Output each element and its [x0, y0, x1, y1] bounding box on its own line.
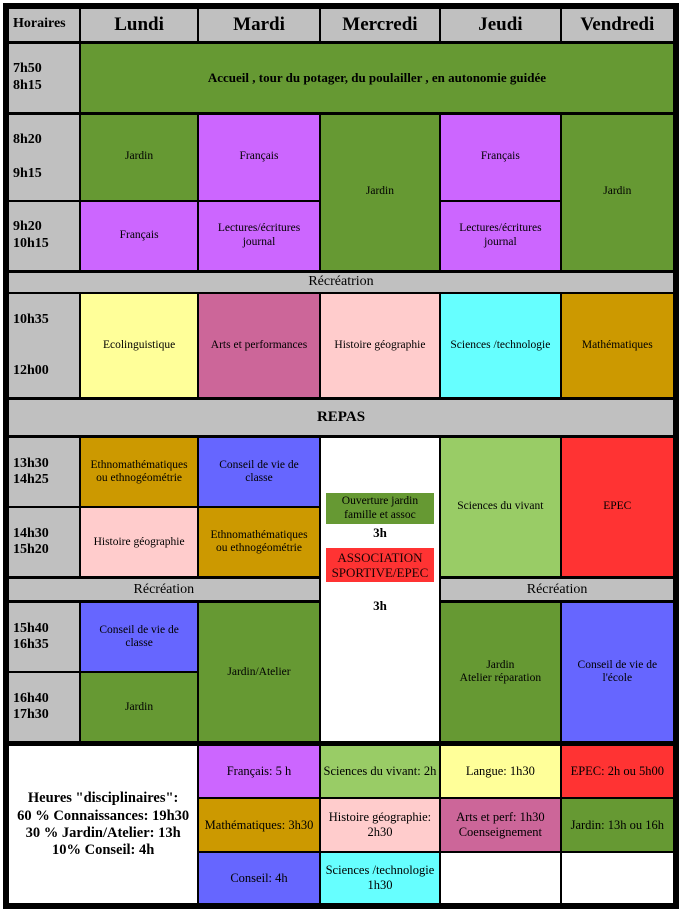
- time-slot-1035: 10h35 12h00: [5, 292, 81, 400]
- row-totaux-1: Heures "disciplinaires": 60 % Connaissan…: [4, 741, 678, 907]
- col-header-mercredi: Mercredi: [318, 5, 442, 43]
- row-recreation-apresmidi: Récréation Récréation: [5, 576, 677, 603]
- total-arts: Arts et perf: 1h30 Coenseignement: [439, 796, 562, 853]
- cell-lundi-jardin-soir: Jardin: [78, 671, 200, 745]
- cell-heures-disciplinaires: Heures "disciplinaires": 60 % Connaissan…: [4, 741, 200, 907]
- time-end: 9h15: [13, 165, 42, 181]
- time-slot-1540: 15h40 16h35: [5, 600, 81, 674]
- time-start: 10h35: [13, 311, 49, 327]
- cell-mardi-jardin-atelier: Jardin/Atelier: [197, 600, 321, 745]
- total-sciences-vivant: Sciences du vivant: 2h: [318, 741, 442, 799]
- time-start: 15h40: [13, 620, 49, 636]
- row-1035: 10h35 12h00 Ecolinguistique Arts et perfo…: [5, 292, 678, 400]
- total-conseil: Conseil: 4h: [197, 850, 321, 907]
- row-recreation-matin: Récréatrion: [5, 269, 677, 295]
- cell-lundi-jardin-matin: Jardin: [78, 111, 200, 202]
- time-slot-1330: 13h30 14h25: [5, 435, 81, 509]
- cell-jeudi-francais: Français: [439, 111, 562, 202]
- col-header-jeudi: Jeudi: [439, 5, 562, 43]
- cell-vendredi-conseil-ecole: Conseil de vie de l'école: [559, 600, 678, 745]
- total-histoire-geo: Histoire géographie: 2h30: [318, 796, 442, 853]
- cell-empty-1: [439, 850, 562, 907]
- header-row: Horaires Lundi Mardi Mercredi Jeudi Vend…: [5, 5, 678, 43]
- time-start: 8h20: [13, 132, 42, 148]
- cell-mardi-arts: Arts et performances: [197, 292, 321, 400]
- time-end: 12h00: [13, 363, 49, 379]
- label-ouverture-duree: 3h: [373, 525, 387, 541]
- cell-mardi-ethno: Ethnomathématiques ou ethnogéométrie: [197, 506, 321, 579]
- label-association-duree: 3h: [373, 598, 387, 614]
- cell-lundi-ethno: Ethnomathématiques ou ethnogéométrie: [78, 435, 200, 509]
- time-start: 9h20: [13, 219, 42, 235]
- cell-accueil: Accueil , tour du potager, du poulailler…: [78, 40, 678, 115]
- cell-mardi-francais: Français: [197, 111, 321, 202]
- cell-lundi-histoire-geo: Histoire géographie: [78, 506, 200, 579]
- row-1430: 14h30 15h20 Histoire géographie Ethnomath…: [5, 506, 676, 579]
- time-start: 7h50: [13, 61, 42, 77]
- cell-mardi-conseil-classe: Conseil de vie de classe: [197, 435, 321, 509]
- band-recreation-droite: Récréation: [439, 576, 677, 603]
- cell-mardi-lectures: Lectures/écritures journal: [197, 199, 321, 273]
- row-0820: 8h20 9h15 Jardin Français Jardin Français…: [5, 111, 678, 273]
- cell-jeudi-sciences-techno: Sciences /technologie: [439, 292, 562, 400]
- time-end: 8h15: [13, 77, 42, 93]
- cell-lundi-conseil-classe: Conseil de vie de classe: [78, 600, 200, 674]
- band-recreation-matin: Récréatrion: [5, 269, 677, 295]
- total-jardin: Jardin: 13h ou 16h: [559, 796, 678, 853]
- time-slot-0820: 8h20 9h15: [5, 111, 81, 202]
- total-mathematiques: Mathématiques: 3h30: [197, 796, 321, 853]
- col-header-vendredi: Vendredi: [559, 5, 678, 43]
- time-end: 14h25: [13, 472, 49, 488]
- time-end: 15h20: [13, 542, 49, 558]
- cell-jeudi-lectures: Lectures/écritures journal: [439, 199, 562, 273]
- time-start: 13h30: [13, 455, 49, 471]
- cell-lundi-francais: Français: [78, 199, 200, 273]
- band-repas: REPAS: [5, 397, 677, 438]
- time-slot-1430: 14h30 15h20: [5, 506, 81, 579]
- cell-jeudi-jardin-reparation: Jardin Atelier réparation: [439, 600, 562, 745]
- total-epec: EPEC: 2h ou 5h00: [559, 741, 678, 799]
- timetable: Horaires Lundi Mardi Mercredi Jeudi Vend…: [3, 3, 679, 909]
- col-header-mardi: Mardi: [197, 5, 321, 43]
- row-repas: REPAS: [5, 397, 677, 438]
- cell-vendredi-jardin: Jardin: [559, 111, 678, 273]
- row-accueil: 7h50 8h15 Accueil , tour du potager, du p…: [5, 40, 678, 115]
- time-slot-0750: 7h50 8h15: [5, 40, 81, 115]
- cell-vendredi-epec: EPEC: [559, 435, 678, 579]
- total-langue: Langue: 1h30: [439, 741, 562, 799]
- time-end: 10h15: [13, 235, 49, 251]
- time-end: 16h35: [13, 637, 49, 653]
- cell-mercredi-histoire-geo: Histoire géographie: [318, 292, 442, 400]
- cell-mercredi-apresmidi: Ouverture jardin famille et assoc 3h ASS…: [318, 435, 442, 745]
- cell-empty-2: [559, 850, 678, 907]
- box-ouverture-jardin: Ouverture jardin famille et assoc: [325, 493, 434, 525]
- cell-mercredi-jardin: Jardin: [318, 111, 442, 273]
- band-recreation-gauche: Récréation: [5, 576, 321, 603]
- time-slot-1640: 16h40 17h30: [5, 671, 81, 745]
- time-start: 16h40: [13, 690, 49, 706]
- box-association-sportive: ASSOCIATION SPORTIVE/EPEC: [325, 547, 434, 583]
- cell-vendredi-mathematiques: Mathématiques: [559, 292, 678, 400]
- col-header-horaires: Horaires: [5, 5, 81, 43]
- row-1330: 13h30 14h25 Ethnomathématiques ou ethnogé…: [5, 435, 678, 745]
- time-end: 17h30: [13, 707, 49, 723]
- total-sciences-techno: Sciences /technologie 1h30: [318, 850, 442, 907]
- time-start: 14h30: [13, 525, 49, 541]
- time-slot-0920: 9h20 10h15: [5, 199, 81, 273]
- cell-jeudi-sciences-vivant: Sciences du vivant: [439, 435, 562, 579]
- col-header-lundi: Lundi: [78, 5, 200, 43]
- row-0920: 9h20 10h15 Français Lectures/écritures jo…: [5, 199, 676, 273]
- cell-lundi-ecolinguistique: Ecolinguistique: [78, 292, 200, 400]
- total-francais: Français: 5 h: [197, 741, 321, 799]
